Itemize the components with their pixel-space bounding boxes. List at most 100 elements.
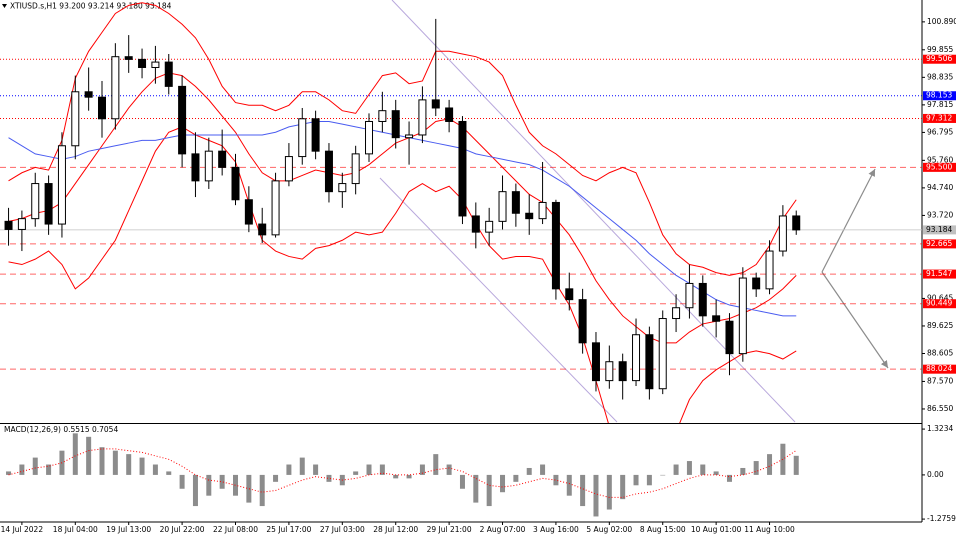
candle-body: [365, 120, 374, 155]
candle-body: [244, 199, 253, 225]
candle-body: [71, 91, 80, 147]
y-tick-label: 95.760: [927, 155, 953, 164]
histogram-bar: [686, 461, 692, 475]
y-tick-label: 90.645: [927, 293, 953, 302]
histogram-bar: [99, 447, 105, 475]
candle-body: [391, 110, 400, 139]
histogram-bar: [713, 471, 719, 475]
histogram-bar: [593, 474, 599, 517]
candle-body: [31, 183, 40, 220]
candle-body: [738, 277, 747, 355]
histogram-bar: [86, 436, 92, 475]
histogram-bar: [446, 464, 452, 475]
level-label: 97.312: [926, 113, 952, 122]
histogram-bar: [753, 461, 759, 475]
level-label-box: [923, 239, 956, 249]
x-tick-label: 22 Jul 08:00: [213, 525, 258, 534]
histogram-bar: [299, 457, 305, 475]
histogram-bar: [46, 464, 52, 475]
histogram-bar: [139, 457, 145, 475]
candle-body: [111, 56, 120, 120]
candle-body: [97, 96, 106, 120]
candle-body: [471, 215, 480, 233]
candle-body: [4, 220, 13, 230]
signal-line: [8, 448, 797, 498]
histogram-bar: [419, 464, 425, 475]
current-price-box: [923, 225, 956, 235]
x-tick-label: 10 Aug 01:00: [691, 525, 742, 534]
histogram-bar: [406, 474, 412, 479]
candle-body: [672, 307, 681, 320]
histogram-bar: [473, 474, 479, 503]
histogram-bar: [166, 471, 172, 475]
y-tick-label: 86.550: [927, 404, 953, 413]
x-tick-label: 3 Aug 16:00: [533, 525, 579, 534]
y-tick-label: 98.835: [927, 72, 953, 81]
y-tick-label: 88.605: [927, 348, 953, 357]
histogram-bar: [19, 464, 25, 475]
candle-body: [578, 299, 587, 344]
level-label: 91.547: [926, 269, 952, 278]
candle-body: [445, 107, 454, 122]
histogram-bar: [273, 474, 279, 482]
candle-body: [538, 201, 547, 220]
x-tick-label: 27 Jul 03:00: [320, 525, 365, 534]
candle-body: [151, 61, 160, 68]
candle-body: [191, 153, 200, 182]
plot-area: [6, 433, 799, 517]
histogram-bar: [286, 464, 292, 475]
candle-body: [685, 282, 694, 309]
candle-body: [698, 282, 707, 317]
x-tick-label: 28 Jul 12:00: [373, 525, 418, 534]
candle-body: [271, 180, 280, 236]
candle-body: [138, 58, 147, 68]
candle-body: [124, 56, 133, 60]
y-tick-label: 94.740: [927, 183, 953, 192]
level-label-box: [923, 54, 956, 64]
x-tick-label: 8 Aug 15:00: [640, 525, 686, 534]
candle-body: [298, 118, 307, 158]
current-price-label: 93.184: [926, 225, 952, 234]
histogram-bar: [780, 443, 786, 475]
histogram-bar: [259, 474, 265, 507]
candle-body: [565, 288, 574, 301]
candle-body: [618, 361, 627, 382]
level-label-box: [923, 162, 956, 172]
histogram-bar: [219, 474, 225, 489]
histogram-bar: [486, 474, 492, 507]
y-tick-label: 97.815: [927, 100, 953, 109]
y-tick-label: 93.720: [927, 210, 953, 219]
histogram-bar: [793, 455, 799, 475]
level-label-box: [923, 269, 956, 279]
histogram-bar: [393, 474, 399, 479]
candle-body: [84, 91, 93, 98]
y-tick-label: 1.3234: [927, 424, 953, 433]
candle-body: [218, 150, 227, 168]
chart-title: XTIUSD.s,H1 93.200 93.214 93.180 93.184: [10, 2, 172, 11]
candle-body: [765, 250, 774, 290]
histogram-bar: [673, 464, 679, 475]
indicator-line: [8, 2, 797, 276]
candle-body: [778, 215, 787, 252]
x-tick-label: 29 Jul 21:00: [427, 525, 472, 534]
candle-body: [725, 320, 734, 355]
candle-body: [752, 277, 761, 290]
histogram-bar: [192, 474, 198, 507]
x-tick-label: 14 Jul 2022: [1, 525, 44, 534]
candle-body: [405, 134, 414, 139]
candle-body: [605, 361, 614, 382]
candle-body: [17, 218, 26, 230]
x-tick-label: 18 Jul 04:00: [53, 525, 98, 534]
histogram-bar: [459, 474, 465, 489]
histogram-bar: [767, 454, 773, 475]
y-tick-label: 89.625: [927, 321, 953, 330]
candle-body: [204, 150, 213, 182]
level-label-box: [923, 91, 956, 101]
x-tick-label: 2 Aug 07:00: [480, 525, 526, 534]
indicator-line: [8, 126, 797, 423]
level-label: 95.500: [926, 162, 952, 171]
candle-body: [591, 342, 600, 382]
candle-body: [418, 99, 427, 136]
